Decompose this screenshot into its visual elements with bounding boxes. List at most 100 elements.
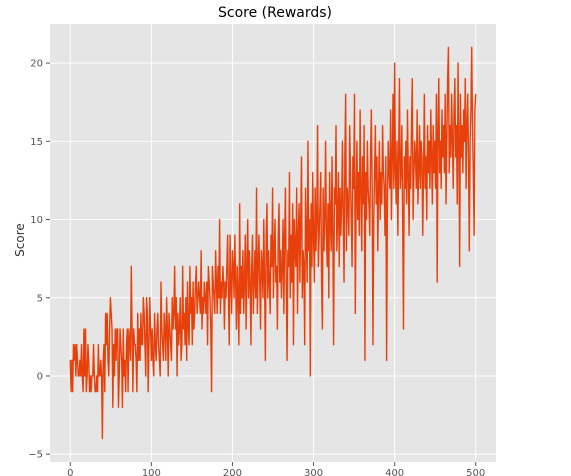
score-data-point (153, 312, 156, 314)
score-data-point (422, 172, 425, 174)
score-data-point (205, 312, 207, 314)
score-data-point (374, 125, 376, 127)
score-data-point (402, 218, 404, 221)
score-data-point (219, 218, 221, 221)
score-data-point (239, 203, 241, 205)
score-data-point (302, 250, 304, 252)
score-data-point (197, 297, 199, 299)
score-data-point (282, 218, 284, 221)
score-data-point (235, 328, 238, 330)
score-data-point (394, 172, 397, 174)
score-data-point (394, 62, 396, 64)
score-data-point (296, 187, 298, 189)
score-data-point (337, 218, 339, 221)
score-data-point (194, 281, 197, 283)
score-data-point (288, 265, 290, 268)
score-data-point (140, 312, 142, 314)
score-data-point (185, 297, 187, 299)
score-data-point (438, 78, 440, 80)
score-data-point (308, 218, 311, 221)
y-axis-label: Score (13, 223, 27, 257)
score-data-point (335, 125, 337, 127)
score-data-point (414, 156, 417, 158)
score-data-point (119, 328, 121, 330)
score-data-point (120, 344, 122, 346)
score-data-point (226, 265, 228, 268)
score-data-point (146, 312, 148, 314)
score-data-point (364, 359, 366, 361)
score-data-point (429, 187, 431, 189)
score-data-point (284, 234, 286, 236)
score-data-point (365, 218, 368, 221)
score-data-point (317, 265, 319, 268)
score-data-point (84, 375, 86, 377)
score-data-point (105, 312, 107, 314)
score-data-point (264, 359, 266, 361)
score-data-point (420, 140, 422, 142)
score-data-point (362, 203, 364, 205)
score-data-point (225, 297, 227, 299)
score-data-point (174, 328, 177, 330)
score-data-point (216, 312, 218, 314)
score-data-point (422, 234, 424, 236)
score-data-point (392, 93, 394, 95)
score-data-point (202, 297, 204, 299)
score-data-point (109, 297, 112, 299)
score-data-point (386, 203, 389, 205)
score-data-point (326, 265, 328, 268)
x-tick-label: 300 (304, 468, 323, 476)
score-data-point (172, 328, 174, 330)
score-data-point (239, 312, 242, 314)
score-data-point (263, 281, 266, 283)
score-data-point (368, 203, 370, 205)
score-data-point (467, 93, 469, 95)
score-data-point (80, 375, 82, 377)
score-data-point (395, 203, 397, 205)
score-data-point (90, 391, 92, 393)
score-data-point (369, 156, 372, 158)
score-data-point (79, 359, 81, 361)
score-data-point (451, 140, 454, 142)
score-data-point (451, 93, 453, 95)
score-data-point (274, 218, 276, 221)
score-data-point (198, 297, 201, 299)
score-data-point (324, 218, 326, 221)
score-data-point (403, 156, 405, 158)
score-data-point (447, 78, 449, 80)
score-data-point (85, 391, 87, 393)
score-data-point (434, 140, 436, 142)
score-data-point (352, 156, 354, 158)
score-data-point (231, 312, 233, 314)
score-data-point (221, 297, 223, 299)
score-data-point (452, 187, 454, 189)
score-data-point (457, 62, 459, 64)
score-data-point (155, 359, 157, 361)
score-data-point (322, 187, 324, 189)
score-data-point (366, 140, 368, 142)
score-data-point (252, 312, 254, 314)
score-data-point (315, 250, 317, 252)
score-data-point (136, 391, 138, 393)
score-data-point (426, 125, 429, 127)
score-data-point (247, 218, 249, 221)
score-data-point (137, 312, 139, 314)
score-data-point (344, 156, 346, 158)
score-data-point (308, 250, 310, 252)
score-data-point (475, 93, 477, 95)
score-data-point (206, 344, 209, 346)
score-data-point (320, 281, 323, 283)
score-data-point (360, 187, 362, 189)
score-data-point (243, 312, 245, 314)
score-data-point (184, 344, 186, 346)
score-data-point (83, 328, 85, 330)
score-data-point (95, 391, 97, 393)
score-data-point (99, 375, 101, 377)
score-data-point (430, 156, 433, 158)
score-data-point (400, 172, 402, 174)
score-data-point (445, 203, 447, 205)
score-data-point (196, 312, 198, 314)
score-data-point (148, 344, 150, 346)
score-data-point (305, 234, 307, 236)
score-data-point (279, 281, 281, 283)
